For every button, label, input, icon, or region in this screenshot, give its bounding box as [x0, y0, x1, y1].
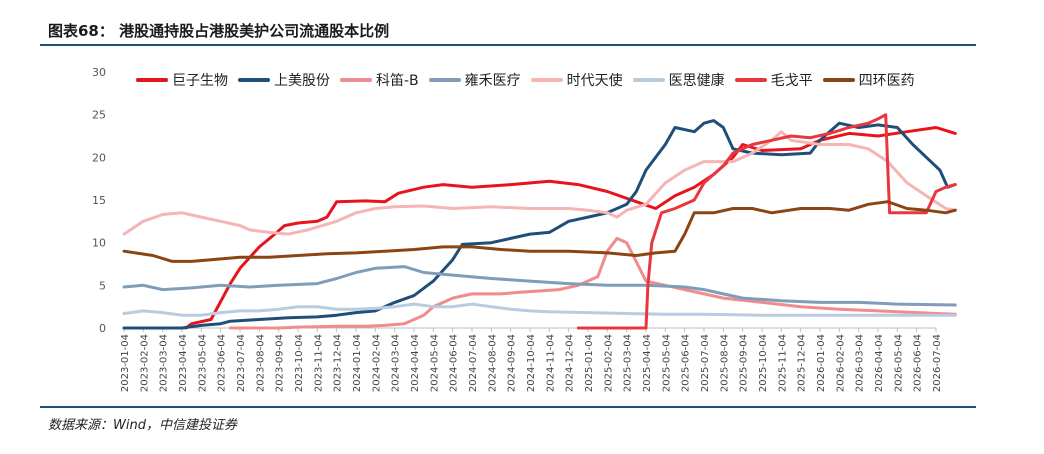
x-tick-label: 2024-06-04 [449, 334, 460, 392]
series-line [228, 236, 957, 330]
chart-title: 图表68： 港股通持股占港股美护公司流通股本比例 [48, 22, 390, 40]
y-tick-label: 25 [92, 109, 106, 122]
x-tick-label: 2023-10-04 [294, 334, 305, 392]
x-tick-label: 2023-08-04 [255, 334, 266, 392]
x-tick-label: 2023-12-04 [333, 334, 344, 392]
legend-item: 时代天使 [530, 70, 623, 90]
x-tick-label: 2025-03-04 [623, 334, 634, 392]
legend-item: 科笛-B [340, 70, 419, 90]
legend-swatch [530, 78, 563, 82]
legend-swatch [428, 78, 461, 82]
x-tick-label: 2026-06-04 [913, 334, 924, 392]
series-line [122, 302, 957, 317]
legend-label: 四环医药 [858, 73, 915, 89]
legend-label: 巨子生物 [172, 73, 228, 89]
y-tick-label: 15 [92, 194, 106, 207]
legend-label: 上美股份 [274, 73, 330, 89]
top-divider [40, 44, 976, 46]
y-tick-label: 20 [92, 151, 106, 164]
x-tick-label: 2023-09-04 [275, 334, 286, 392]
x-tick-label: 2023-02-04 [139, 334, 150, 392]
legend-label: 雍禾医疗 [464, 73, 521, 89]
x-tick-label: 2025-10-04 [758, 334, 769, 392]
x-tick-label: 2023-11-04 [313, 334, 324, 392]
x-tick-label: 2024-03-04 [391, 334, 402, 392]
legend-label: 医思健康 [668, 73, 725, 89]
x-tick-label: 2023-04-04 [178, 334, 189, 392]
legend-item: 雍禾医疗 [428, 70, 521, 90]
x-tick-label: 2024-02-04 [371, 334, 382, 392]
legend: 巨子生物 上美股份 科笛-B 雍禾医疗 时代天使 医思健康 毛戈平 四环医药 [136, 70, 915, 90]
legend-item: 医思健康 [632, 70, 725, 90]
bottom-divider [40, 406, 976, 408]
x-tick-label: 2026-02-04 [835, 334, 846, 392]
x-tick-label: 2024-09-04 [507, 334, 518, 392]
x-tick-label: 2024-08-04 [487, 334, 498, 392]
series-line [184, 126, 957, 330]
x-tick-label: 2025-05-04 [661, 334, 672, 392]
x-tick-label: 2024-11-04 [545, 334, 556, 392]
x-tick-label: 2025-06-04 [681, 334, 692, 392]
x-tick-label: 2025-01-04 [584, 334, 595, 392]
x-tick-label: 2025-12-04 [797, 334, 808, 392]
x-tick-label: 2025-11-04 [777, 334, 788, 392]
x-tick-label: 2026-07-04 [932, 334, 943, 392]
x-tick-label: 2025-08-04 [719, 334, 730, 392]
y-tick-label: 10 [92, 237, 106, 250]
legend-item: 毛戈平 [734, 70, 813, 90]
x-tick-label: 2023-05-04 [197, 334, 208, 392]
x-tick-label: 2023-06-04 [217, 334, 228, 392]
legend-item: 上美股份 [238, 70, 330, 90]
series-line [122, 119, 957, 330]
legend-swatch [632, 78, 665, 82]
legend-swatch [734, 78, 767, 82]
x-tick-label: 2025-07-04 [700, 334, 711, 392]
x-tick-label: 2024-10-04 [526, 334, 537, 392]
x-tick-label: 2023-03-04 [159, 334, 170, 392]
series-line [576, 113, 957, 330]
x-tick-label: 2023-01-04 [120, 334, 131, 392]
x-tick-label: 2024-05-04 [429, 334, 440, 392]
legend-label: 科笛-B [376, 73, 419, 89]
legend-label: 时代天使 [566, 73, 623, 89]
x-tick-label: 2024-01-04 [352, 334, 363, 392]
x-tick-label: 2025-09-04 [739, 334, 750, 392]
y-tick-label: 30 [92, 66, 106, 79]
series-line [122, 130, 957, 236]
source-note: 数据来源：Wind，中信建投证券 [48, 418, 237, 433]
legend-swatch [136, 78, 168, 82]
x-tick-label: 2026-05-04 [893, 334, 904, 392]
legend-swatch [340, 78, 372, 82]
legend-swatch [822, 78, 855, 82]
x-tick-label: 2026-04-04 [874, 334, 885, 392]
legend-item: 巨子生物 [136, 70, 228, 90]
legend-label: 毛戈平 [770, 73, 813, 89]
legend-swatch [238, 78, 270, 82]
x-tick-label: 2024-04-04 [410, 334, 421, 392]
legend-item: 四环医药 [822, 70, 915, 90]
x-tick-label: 2025-04-04 [642, 334, 653, 392]
series-line [122, 200, 957, 263]
x-tick-label: 2025-02-04 [603, 334, 614, 392]
x-tick-label: 2024-07-04 [468, 334, 479, 392]
x-tick-label: 2026-03-04 [855, 334, 866, 392]
x-tick-label: 2026-01-04 [816, 334, 827, 392]
series-line [122, 265, 957, 307]
x-tick-label: 2024-12-04 [565, 334, 576, 392]
x-tick-label: 2023-07-04 [236, 334, 247, 392]
y-tick-label: 5 [99, 279, 106, 292]
y-tick-label: 0 [99, 322, 106, 335]
